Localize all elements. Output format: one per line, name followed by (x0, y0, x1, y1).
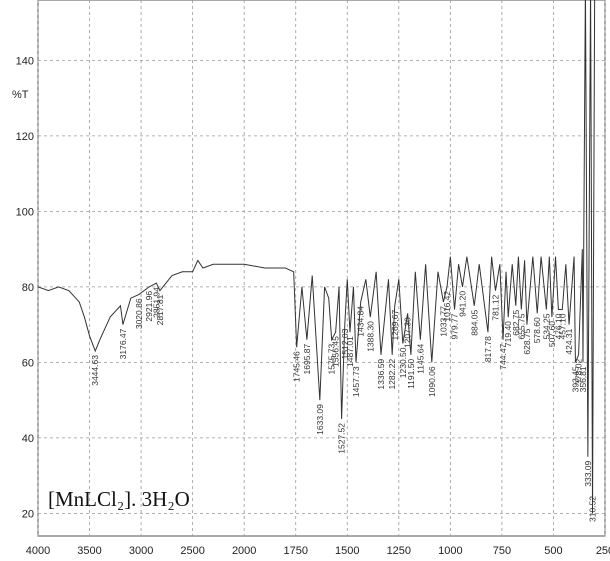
peak-label: 356.81 (578, 366, 588, 392)
peak-label: 3176.47 (118, 328, 128, 359)
peak-label: 1487.01 (345, 336, 355, 367)
y-tick-label: 60 (22, 357, 34, 369)
peak-label: 578.60 (532, 317, 542, 343)
peak-label: 1090.06 (427, 366, 437, 397)
compound-label: [MnLCl₂]. 3H₂O (48, 487, 190, 511)
x-tick-label: 250 (596, 545, 610, 557)
peak-label: 1512.03 (340, 328, 350, 359)
peak-label: 719.40 (503, 321, 513, 347)
peak-label: 1282.22 (387, 359, 397, 390)
peak-label: 2921.96 (144, 291, 154, 322)
y-tick-label: 120 (16, 131, 34, 143)
y-tick-label: 140 (16, 55, 34, 67)
peak-label: 2817.81 (155, 294, 165, 325)
y-tick-label: 80 (22, 282, 34, 294)
peak-label: 1033.77 (438, 306, 448, 337)
peak-label: 1191.50 (406, 359, 416, 389)
peak-label: 979.77 (450, 313, 460, 339)
peak-label: 534.25 (541, 313, 551, 339)
peak-label: 507.60 (547, 321, 557, 347)
plot-area (38, 0, 596, 514)
peak-label: 1457.73 (351, 366, 361, 397)
x-tick-label: 750 (493, 545, 511, 557)
x-tick-label: 4000 (26, 545, 50, 557)
peak-label: 1695.87 (302, 343, 312, 374)
x-tick-label: 1250 (387, 545, 411, 557)
x-tick-label: 1750 (283, 545, 307, 557)
peak-label: 1336.59 (376, 359, 386, 390)
x-tick-label: 3000 (129, 545, 153, 557)
y-tick-label: 100 (16, 206, 34, 218)
x-tick-label: 2500 (180, 545, 204, 557)
peak-label: 1388.30 (365, 321, 375, 352)
grid: 20 40 60 80 100 120 140 4000 3500 3000 2500 2000 175… (16, 0, 610, 557)
peak-label: 884.05 (469, 309, 479, 335)
x-tick-label: 1000 (438, 545, 462, 557)
peak-label: 3020.86 (134, 298, 144, 329)
y-tick-label: 40 (22, 433, 34, 445)
peak-label: 1575.73 (327, 343, 337, 374)
peak-label: 1230.50 (398, 347, 408, 378)
peak-label: 333.09 (583, 460, 593, 486)
peak-label: 1207.30 (403, 317, 413, 348)
peak-label: 1633.09 (315, 404, 325, 435)
peak-label: 2851.94 (151, 287, 161, 318)
peak-label: 1745.46 (292, 351, 302, 382)
x-tick-label: 2000 (232, 545, 256, 557)
x-tick-label: 3500 (77, 545, 101, 557)
peak-label: 744.47 (498, 343, 508, 369)
spectrum-line (38, 0, 596, 514)
peak-label: 941.20 (457, 291, 467, 317)
peak-label: 1527.52 (337, 423, 347, 454)
x-tick-label: 1500 (335, 545, 359, 557)
plot-frame (37, 0, 606, 537)
peak-label: 817.78 (483, 336, 493, 362)
peak-label: 1016.42 (442, 291, 452, 322)
peak-label: 378.02 (574, 359, 584, 385)
peak-label: 1556.45 (331, 336, 341, 367)
peak-labels: 3444.63 3176.47 3020.86 2921.962851.942817.… (90, 287, 597, 522)
peak-label: 424.31 (564, 328, 574, 354)
peak-label: 1145.64 (415, 343, 425, 373)
peak-label: 655.75 (516, 313, 526, 339)
y-tick-label: 20 (22, 508, 34, 520)
peak-label: 310.52 (588, 496, 598, 522)
peak-label: 393.45 (570, 366, 580, 392)
peak-label: 476.10 (553, 313, 563, 339)
peak-label: 457.10 (557, 313, 567, 339)
peak-label: 1434.84 (356, 306, 366, 337)
peak-label: 3444.63 (90, 355, 100, 386)
peak-label: 682.75 (511, 309, 521, 335)
peak-label: 628.75 (522, 328, 532, 354)
peak-label: 781.12 (490, 294, 500, 320)
y-axis-label: %T (12, 89, 29, 101)
peak-label: 1269.67 (390, 309, 400, 340)
x-tick-label: 500 (544, 545, 562, 557)
